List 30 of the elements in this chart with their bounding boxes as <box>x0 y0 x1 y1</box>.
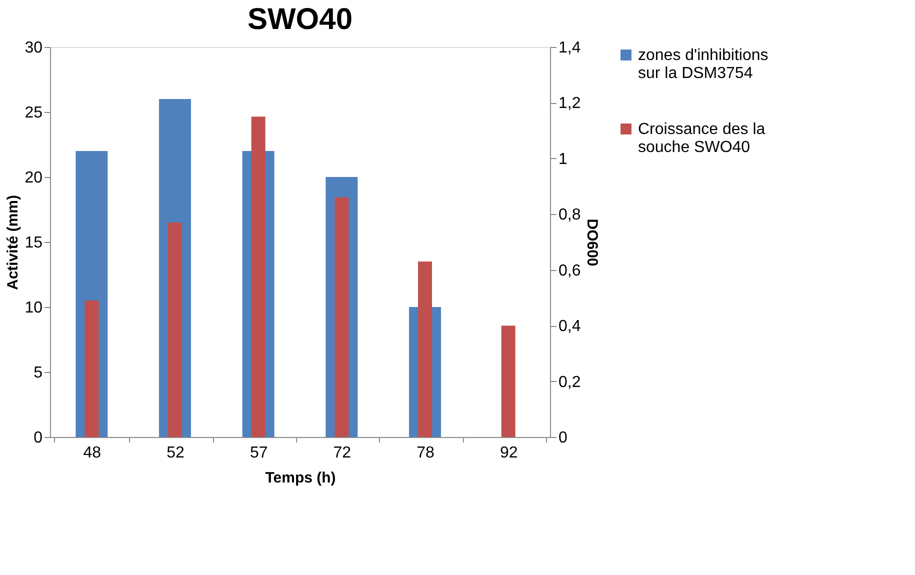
x-tick-label: 52 <box>166 444 184 462</box>
y-tick-label: 15 <box>24 234 43 252</box>
bar <box>501 326 516 437</box>
y-tick-label: 10 <box>24 300 43 316</box>
y2-tick-label: 0,6 <box>558 262 581 280</box>
y-tick-label: 5 <box>34 364 43 382</box>
x-tick-label: 48 <box>83 444 102 462</box>
legend-label: zones d'inhibitions sur la DSM3754 <box>638 47 768 82</box>
bar <box>84 300 99 437</box>
y2-tick-label: 1 <box>558 150 568 168</box>
x-tick-label: 78 <box>416 444 434 462</box>
x-tick-label: 92 <box>500 444 518 462</box>
y2-tick-label: 0,8 <box>558 206 581 224</box>
y2-tick-label: 1,4 <box>558 40 581 56</box>
legend-label: Croissance des la souche SWO40 <box>638 121 766 156</box>
y2-tick-label: 0,4 <box>558 318 581 336</box>
y2-tick-label: 0 <box>558 430 568 446</box>
x-axis-title: Temps (h) <box>265 470 336 486</box>
y2-tick-label: 0,2 <box>558 374 581 391</box>
y-tick-label: 20 <box>24 170 43 186</box>
bar <box>168 222 182 437</box>
y-axis-title: Activité (mm) <box>4 194 22 290</box>
y-tick-label: 0 <box>34 430 43 446</box>
x-tick-label: 72 <box>333 444 352 462</box>
y2-axis-title: DO600 <box>584 218 601 266</box>
y2-tick-label: 1,2 <box>558 95 581 112</box>
chart-title: SWO40 <box>247 3 353 36</box>
y-tick-label: 25 <box>24 104 43 122</box>
y-tick-label: 30 <box>24 40 43 56</box>
x-tick-label: 57 <box>250 444 268 462</box>
